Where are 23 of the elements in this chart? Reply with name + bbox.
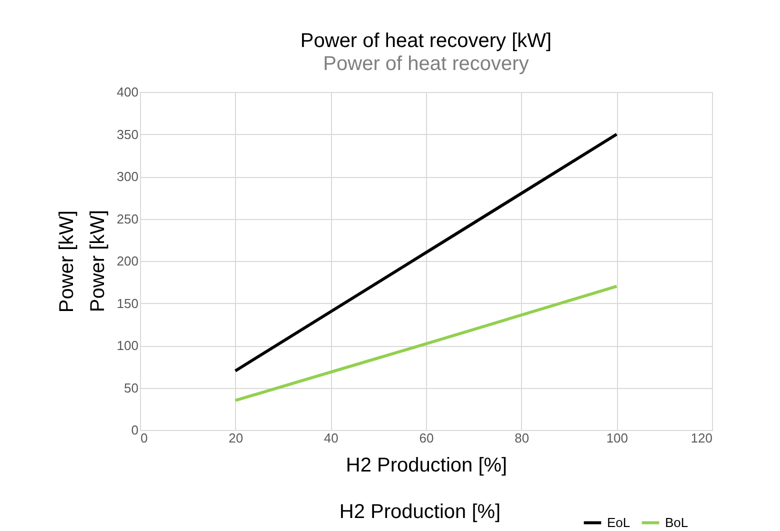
y-tick-label: 200	[116, 254, 138, 268]
legend-label: BoL	[665, 514, 688, 530]
y-tick-label: 250	[116, 211, 138, 226]
chart-subtitle: Power of heat recovery	[323, 53, 529, 75]
y-tick-label: 350	[116, 126, 138, 142]
y-tick-label: 100	[116, 338, 138, 353]
x-axis-title: H2 Production [%]	[346, 454, 508, 476]
text: Power [kW]	[87, 210, 109, 312]
x-tick-label: 100	[606, 430, 628, 446]
x-tick-label: 80	[514, 430, 530, 446]
x-tick-label: 40	[324, 430, 338, 446]
y-tick-label: 150	[116, 296, 138, 311]
x-tick-label: 120	[690, 430, 712, 446]
x-tick-label: 20	[228, 430, 244, 446]
y-axis-title: Power [kW]	[56, 210, 78, 313]
y-tick-label: 400	[116, 84, 138, 100]
chart-title: Power of heat recovery [kW]	[300, 30, 552, 52]
text: H2 Production [%]	[339, 501, 501, 523]
x-tick-label: 60	[419, 430, 434, 446]
legend-label: EoL	[607, 514, 630, 530]
y-tick-label: 300	[116, 169, 138, 184]
y-tick-label: 50	[124, 380, 138, 396]
x-tick-label: 0	[140, 430, 148, 446]
